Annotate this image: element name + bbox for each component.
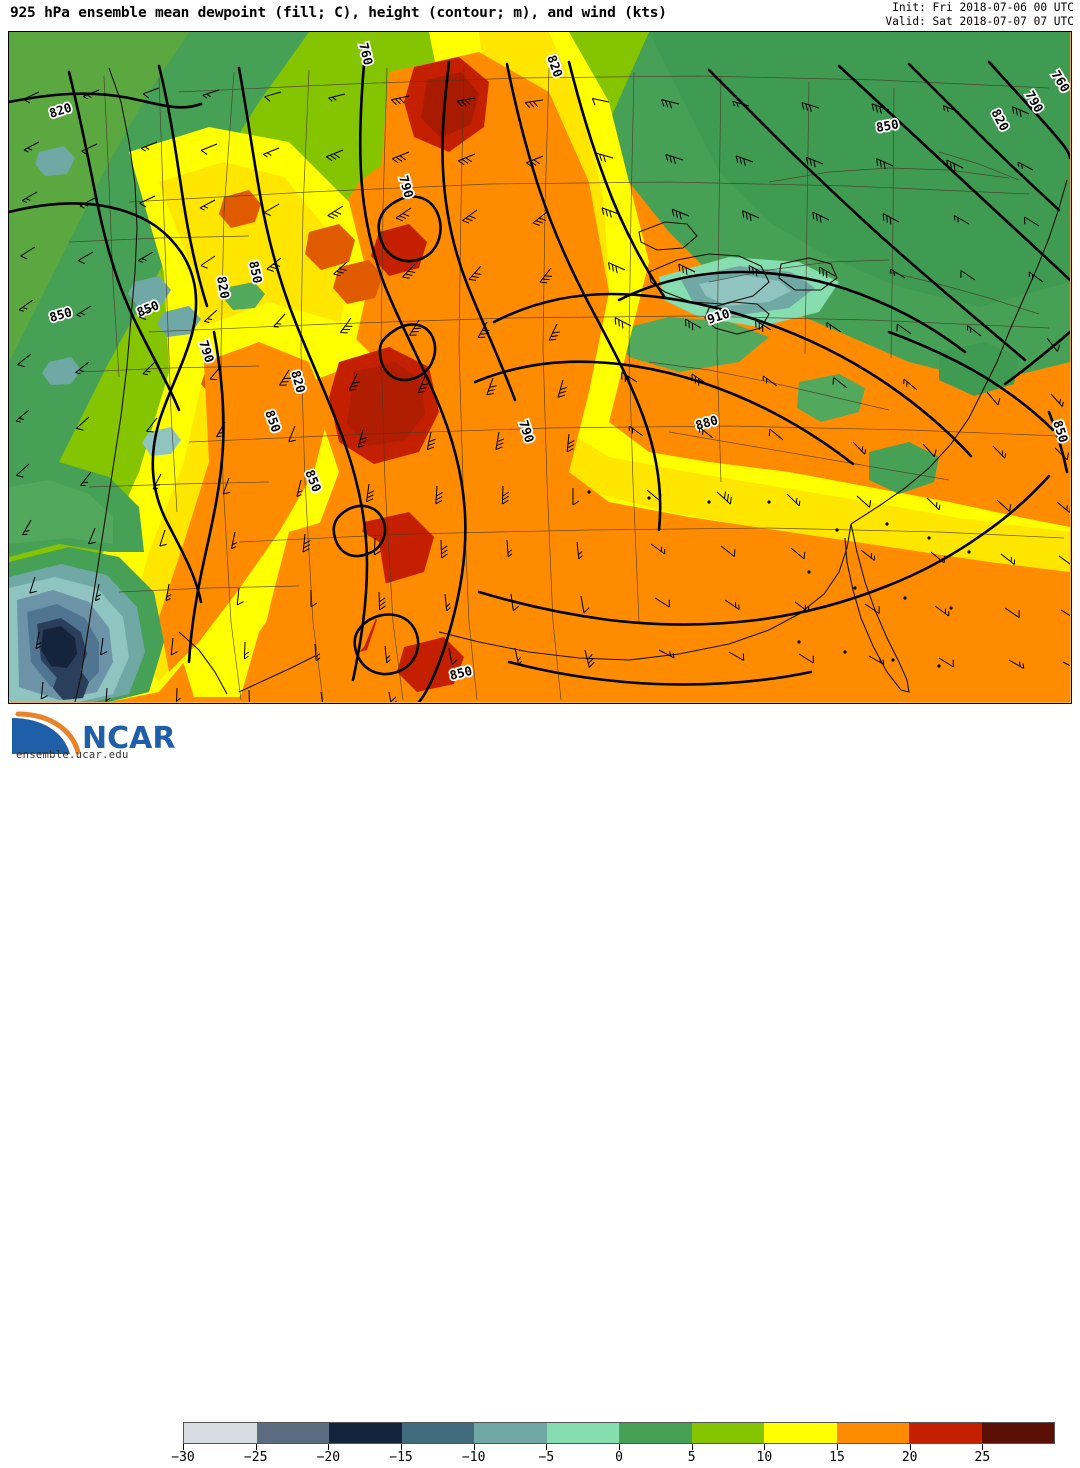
footer: NCAR ensemble.ucar.edu −30 −25 −20 −15 −10 −5…: [0, 704, 1080, 1465]
colorbar-ticks: −30 −25 −20 −15 −10 −5 0 5 10 15 20 25: [171, 1444, 1055, 1468]
svg-text:790: 790: [396, 174, 417, 200]
logo-text: NCAR: [82, 721, 175, 756]
colorbar-swatch: [764, 1423, 837, 1443]
header: 925 hPa ensemble mean dewpoint (fill; C)…: [0, 0, 1080, 31]
logo-arc: [15, 711, 81, 755]
colorbar-tick-label: 5: [687, 1450, 696, 1465]
svg-text:820: 820: [214, 275, 233, 300]
colorbar-tick-label: 15: [829, 1450, 845, 1465]
colorbar-swatch: [836, 1423, 909, 1443]
colorbar-swatch: [256, 1423, 329, 1443]
svg-text:790: 790: [196, 338, 217, 364]
svg-text:760: 760: [356, 41, 376, 67]
svg-text:850: 850: [875, 116, 900, 135]
colorbar[interactable]: [183, 1422, 1055, 1444]
ncar-logo[interactable]: NCAR: [8, 710, 176, 762]
colorbar-swatch: [546, 1423, 619, 1443]
logo-highlight: [23, 717, 73, 753]
colorbar-tick-label: 0: [615, 1450, 623, 1465]
page-title: 925 hPa ensemble mean dewpoint (fill; C)…: [10, 5, 667, 21]
colorbar-tick-label: 10: [756, 1450, 773, 1465]
state-borders: [68, 66, 1065, 701]
colorbar-swatch: [474, 1423, 547, 1443]
svg-text:820: 820: [544, 53, 566, 79]
valid-time-label: Valid: Sat 2018-07-07 07 UTC: [885, 14, 1074, 28]
svg-text:850: 850: [1050, 418, 1070, 444]
svg-text:910: 910: [705, 306, 731, 327]
logo-wedge: [12, 718, 70, 754]
svg-text:850: 850: [246, 260, 265, 285]
coastlines: [74, 67, 1068, 702]
colorbar-swatch: [981, 1423, 1054, 1443]
svg-text:760: 760: [356, 41, 376, 67]
colorbar-swatch: [401, 1423, 474, 1443]
svg-text:850: 850: [262, 408, 284, 434]
weather-map-graphic: 820 820 850 850 850 850 790 790: [9, 32, 1070, 702]
svg-text:850: 850: [448, 663, 474, 683]
svg-text:820: 820: [214, 275, 233, 300]
forecast-timestamps: Init: Fri 2018-07-06 00 UTC Valid: Sat 2…: [885, 1, 1074, 28]
colorbar-tick-label: −30: [171, 1450, 195, 1465]
svg-text:790: 790: [516, 418, 537, 444]
svg-text:850: 850: [48, 304, 74, 325]
colorbar-swatch: [691, 1423, 764, 1443]
colorbar-tick-label: −10: [461, 1450, 486, 1465]
colorbar-tick-label: −25: [243, 1450, 268, 1465]
colorbar-swatch: [329, 1423, 402, 1443]
colorbar-tick-label: −20: [316, 1450, 341, 1465]
map-panel[interactable]: 820 820 850 850 850 850 790 790: [8, 31, 1072, 704]
svg-text:820: 820: [288, 369, 309, 395]
colorbar-tick-label: 25: [974, 1450, 991, 1465]
svg-text:850: 850: [448, 663, 474, 683]
calm-dots: [587, 490, 971, 668]
colorbar-tick-label: 20: [901, 1450, 918, 1465]
colorbar-tick-label: −15: [389, 1450, 413, 1465]
colorbar-swatch: [909, 1423, 982, 1443]
init-time-label: Init: Fri 2018-07-06 00 UTC: [892, 1, 1074, 14]
svg-text:820: 820: [47, 100, 73, 121]
colorbar-swatch: [619, 1423, 692, 1443]
wind-barbs: [15, 87, 1070, 702]
colorbar-swatch: [184, 1423, 257, 1443]
svg-text:850: 850: [246, 260, 265, 285]
height-contours: [9, 60, 1070, 702]
logo-url[interactable]: ensemble.ucar.edu: [16, 749, 129, 761]
colorbar-tick-label: −5: [538, 1450, 555, 1465]
svg-text:850: 850: [875, 116, 900, 135]
